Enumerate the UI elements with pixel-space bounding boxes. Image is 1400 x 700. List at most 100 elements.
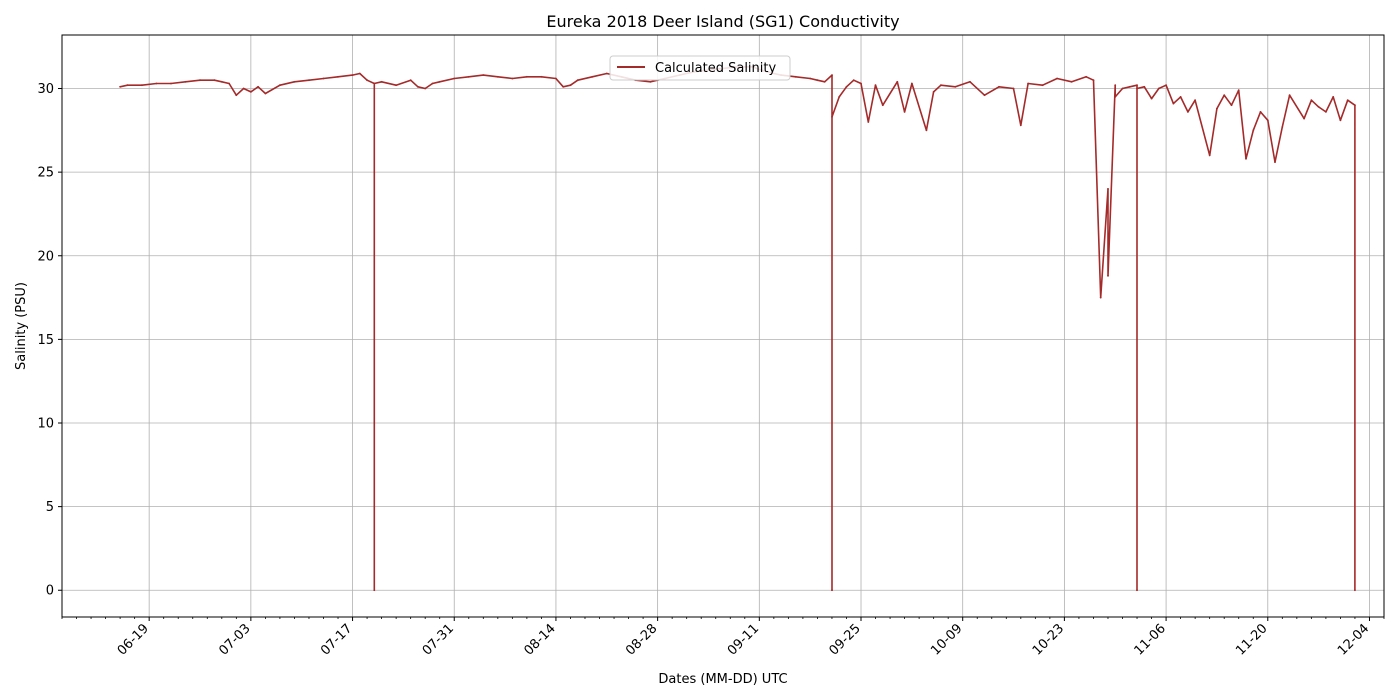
data-point bbox=[809, 77, 812, 80]
data-point bbox=[482, 74, 485, 76]
data-point bbox=[881, 104, 884, 107]
data-point bbox=[322, 77, 325, 80]
data-point bbox=[1121, 87, 1124, 90]
data-point bbox=[199, 79, 201, 82]
data-point bbox=[1223, 94, 1226, 97]
data-point bbox=[438, 80, 441, 83]
data-point bbox=[816, 79, 819, 82]
data-point bbox=[235, 94, 238, 97]
data-point bbox=[569, 84, 572, 87]
data-point bbox=[1114, 84, 1117, 87]
data-point bbox=[794, 75, 797, 78]
data-point bbox=[1136, 87, 1138, 90]
data-point bbox=[932, 91, 935, 93]
data-point bbox=[373, 82, 376, 85]
data-point bbox=[257, 85, 259, 88]
y-axis-title: Salinity (PSU) bbox=[14, 282, 29, 370]
data-point bbox=[366, 79, 368, 82]
data-point bbox=[1245, 157, 1247, 160]
data-point bbox=[242, 87, 245, 90]
data-point bbox=[998, 85, 1000, 88]
data-point bbox=[250, 91, 252, 93]
data-point bbox=[1092, 79, 1095, 82]
data-point bbox=[220, 80, 223, 83]
y-tick-label: 30 bbox=[37, 82, 54, 97]
data-point bbox=[1208, 154, 1211, 157]
data-point bbox=[1041, 84, 1044, 87]
data-point bbox=[649, 80, 652, 83]
data-point bbox=[126, 84, 129, 87]
data-point bbox=[526, 75, 528, 78]
data-point bbox=[1317, 106, 1320, 108]
data-point bbox=[1150, 97, 1153, 100]
y-axis-ticks: 0 5 10 15 20 25 30 bbox=[37, 82, 62, 599]
data-point bbox=[1136, 589, 1138, 592]
data-point bbox=[395, 84, 397, 87]
data-point bbox=[1012, 87, 1015, 90]
data-point bbox=[431, 82, 434, 85]
legend: Calculated Salinity bbox=[609, 55, 791, 81]
data-point bbox=[911, 82, 913, 85]
data-point bbox=[1266, 119, 1269, 122]
data-point bbox=[511, 77, 514, 80]
data-point bbox=[1128, 85, 1131, 88]
data-point bbox=[409, 79, 412, 82]
data-point bbox=[940, 84, 942, 87]
data-point bbox=[1216, 107, 1218, 110]
data-point bbox=[1099, 296, 1102, 299]
data-point bbox=[1114, 96, 1117, 98]
data-point bbox=[903, 111, 906, 113]
data-point bbox=[831, 116, 833, 118]
data-point bbox=[867, 121, 870, 123]
data-point bbox=[576, 79, 579, 82]
data-point bbox=[1281, 126, 1284, 128]
legend-label: Calculated Salinity bbox=[655, 61, 776, 76]
data-point bbox=[453, 77, 456, 80]
data-point bbox=[983, 94, 986, 97]
data-point bbox=[1019, 124, 1022, 127]
y-tick-label: 15 bbox=[37, 333, 54, 348]
data-point bbox=[1187, 111, 1189, 113]
data-point bbox=[1230, 104, 1233, 107]
data-point bbox=[1136, 84, 1138, 87]
data-point bbox=[1237, 89, 1240, 92]
data-point bbox=[155, 82, 158, 85]
data-point bbox=[540, 75, 543, 78]
data-point bbox=[1107, 274, 1109, 277]
data-point bbox=[337, 75, 339, 78]
data-point bbox=[1085, 75, 1088, 78]
data-point bbox=[925, 129, 928, 132]
data-point bbox=[380, 80, 383, 83]
data-point bbox=[605, 72, 608, 75]
data-point bbox=[1303, 117, 1305, 120]
data-point bbox=[823, 80, 826, 83]
y-tick-label: 10 bbox=[37, 417, 54, 432]
data-point bbox=[1288, 94, 1291, 97]
data-point bbox=[555, 77, 557, 80]
data-point bbox=[1354, 104, 1356, 107]
data-point bbox=[860, 82, 862, 85]
data-point bbox=[1056, 77, 1058, 80]
data-point bbox=[228, 82, 231, 85]
data-point bbox=[1172, 102, 1175, 105]
data-point bbox=[831, 589, 833, 592]
y-tick-label: 20 bbox=[37, 249, 54, 264]
data-point bbox=[591, 75, 594, 78]
data-point bbox=[874, 84, 877, 87]
data-point bbox=[184, 80, 187, 83]
x-axis-title: Dates (MM-DD) UTC bbox=[658, 672, 787, 687]
data-point bbox=[896, 80, 899, 83]
legend-box bbox=[609, 55, 791, 81]
y-tick-label: 25 bbox=[37, 166, 54, 181]
data-point bbox=[351, 74, 354, 76]
data-point bbox=[969, 80, 971, 83]
data-point bbox=[1179, 96, 1182, 98]
data-point bbox=[838, 96, 841, 98]
data-point bbox=[1165, 84, 1167, 87]
data-point bbox=[1157, 87, 1160, 90]
y-tick-label: 5 bbox=[46, 500, 54, 515]
data-point bbox=[1310, 99, 1313, 102]
data-point bbox=[141, 84, 143, 87]
